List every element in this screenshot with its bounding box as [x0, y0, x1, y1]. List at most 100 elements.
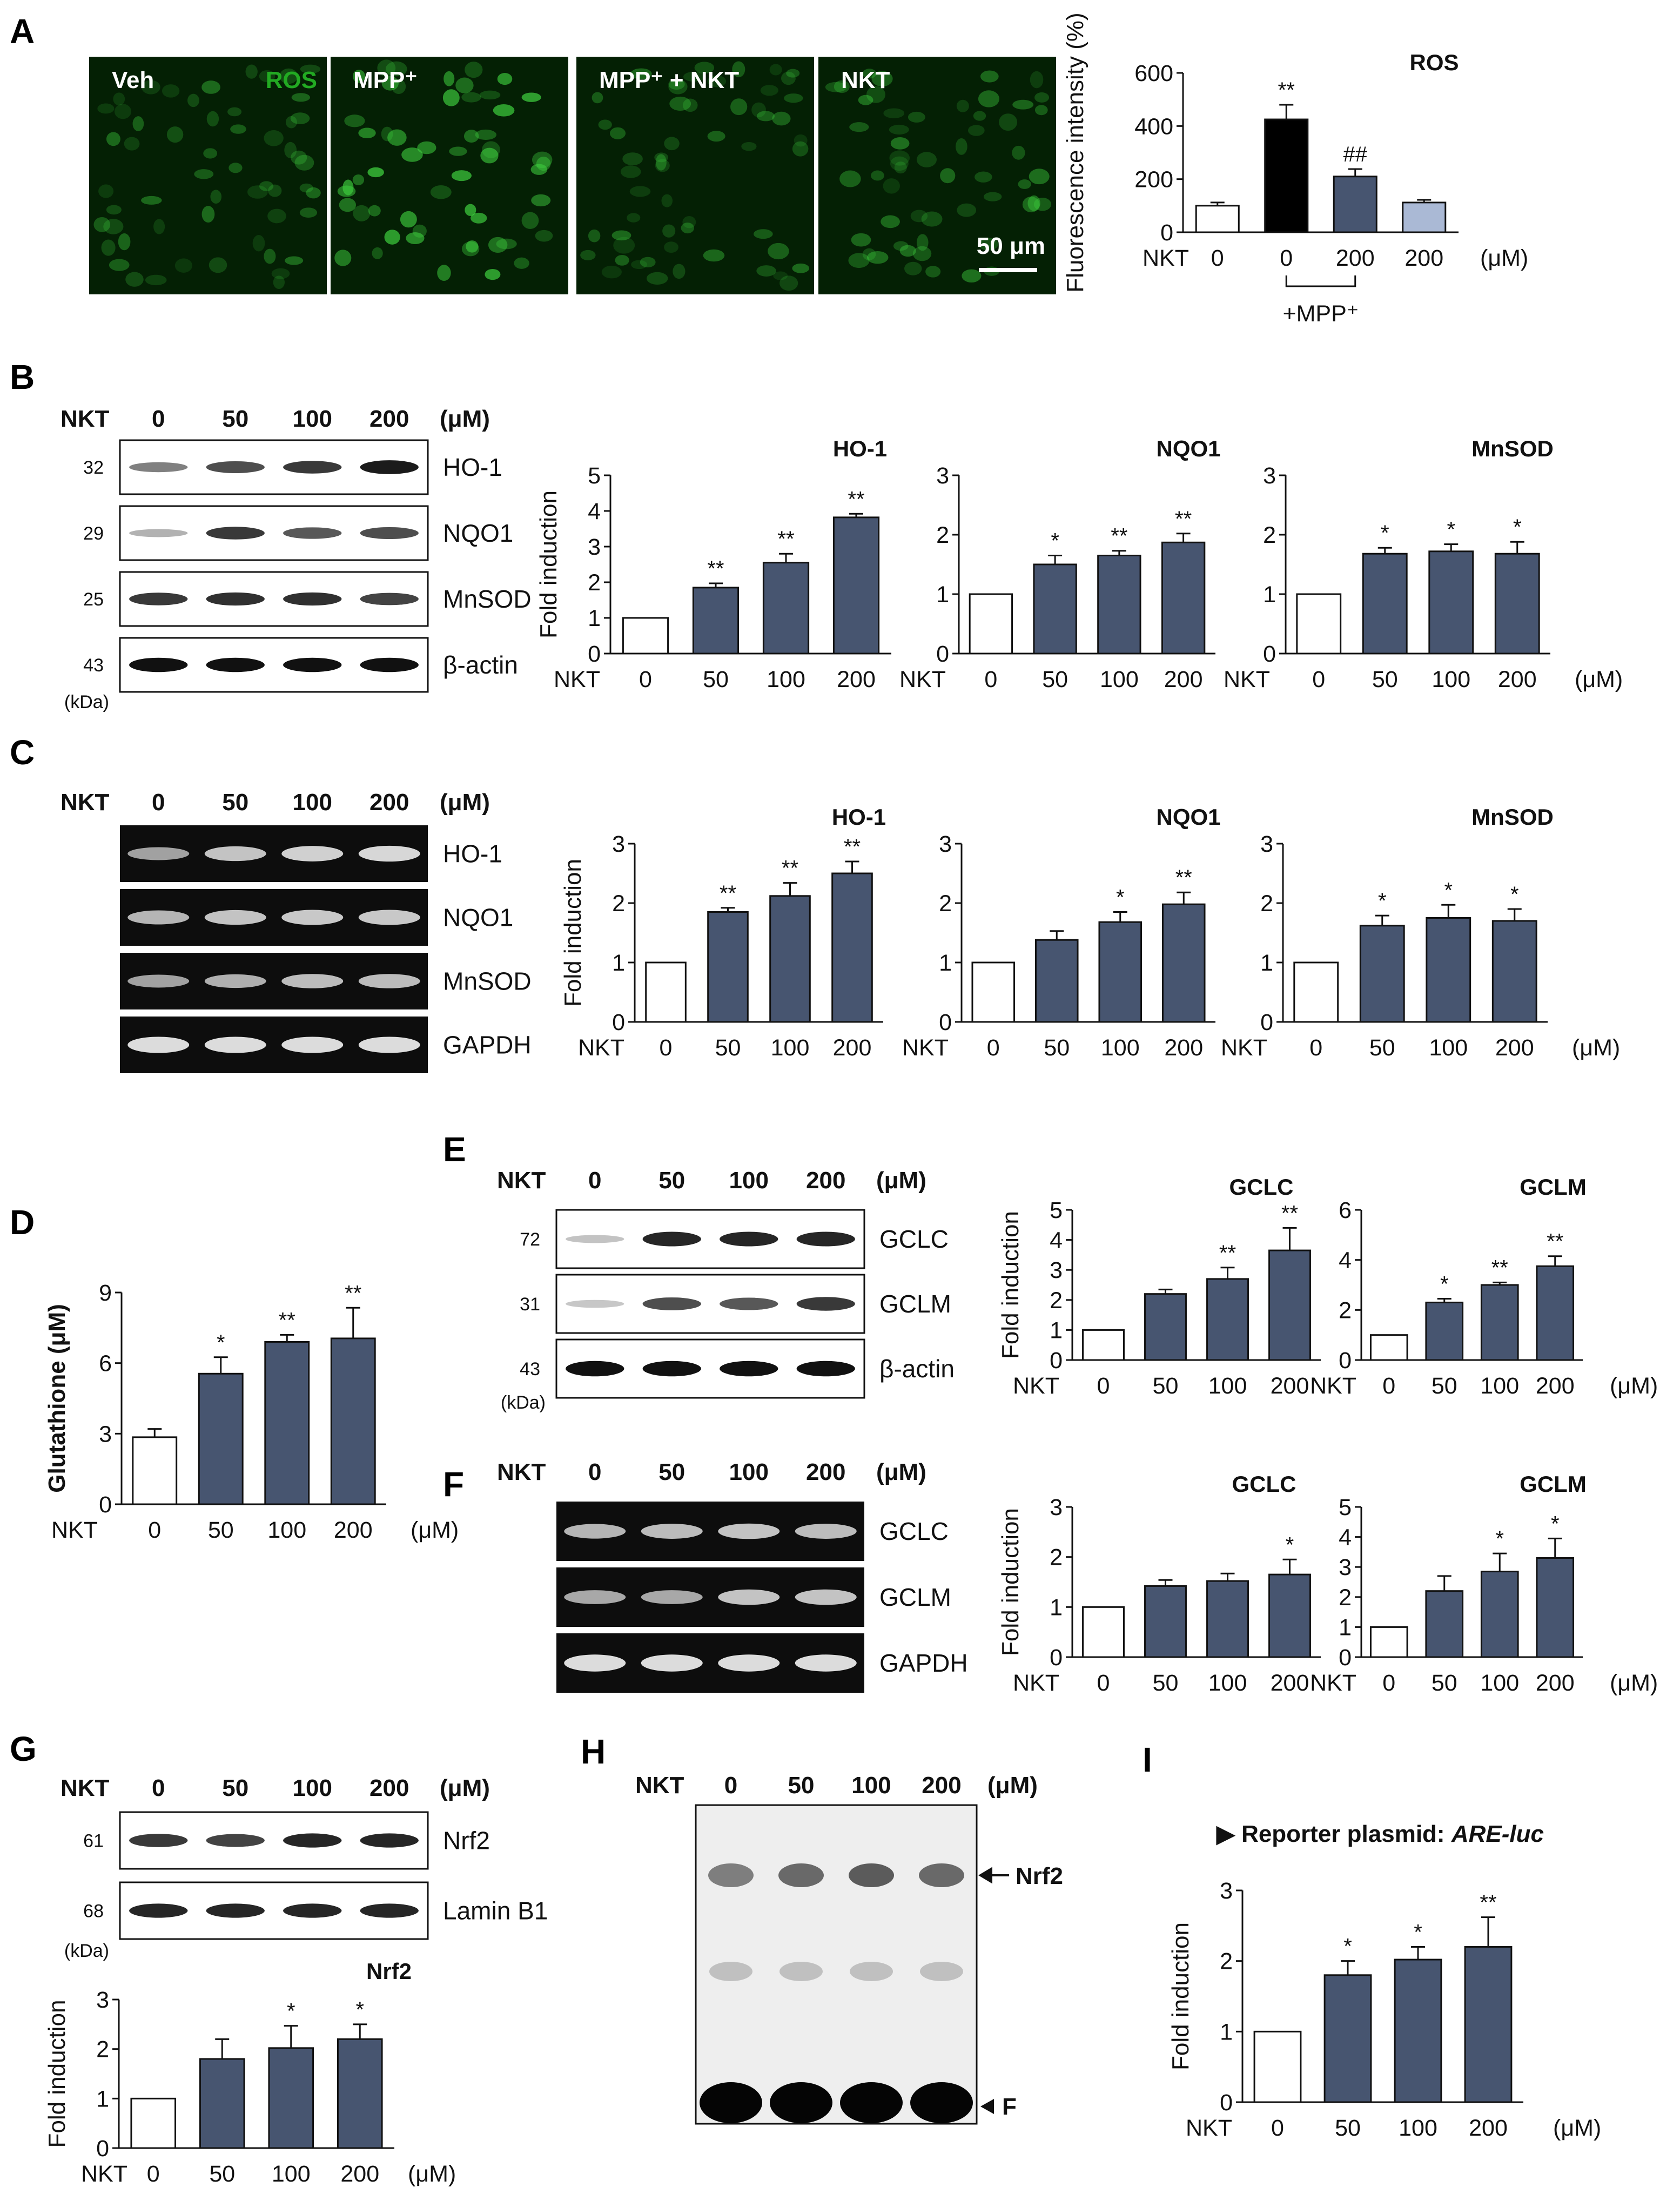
cell [530, 164, 548, 175]
bar [264, 1341, 310, 1505]
x-prefix-label: NKT [554, 667, 600, 692]
cell [669, 96, 691, 111]
cell [101, 239, 116, 256]
x-tick-label: 200 [1498, 667, 1537, 692]
bar [1480, 1284, 1519, 1361]
cell [141, 196, 162, 205]
bar [707, 911, 749, 1023]
x-tick-label: 0 [1312, 667, 1325, 692]
cell [655, 154, 667, 171]
band [718, 1523, 780, 1539]
y-tick-label: 9 [99, 1280, 112, 1306]
cell [367, 167, 384, 178]
cell [475, 129, 497, 140]
cell [889, 150, 910, 166]
cell [654, 152, 669, 163]
row-label: MnSOD [443, 585, 532, 613]
cell [631, 260, 648, 270]
y-tick-label: 2 [588, 570, 601, 596]
band [641, 1654, 703, 1672]
cell [206, 111, 219, 127]
cell [866, 251, 889, 264]
lane-label: 50 [788, 1772, 815, 1799]
cell [786, 69, 800, 78]
kda-marker: 29 [83, 523, 104, 544]
y-tick-label: 0 [1339, 1645, 1352, 1671]
bar [1323, 1974, 1372, 2103]
cell [230, 124, 246, 134]
x-unit-label: (μM) [1480, 245, 1528, 271]
image-label: NKT [841, 67, 890, 93]
y-tick-label: 0 [612, 1009, 625, 1035]
panel-letter-e: E [443, 1130, 466, 1169]
significance-mark: * [1551, 1512, 1560, 1536]
blot-header-label: NKT [61, 1775, 110, 1801]
x-tick-label: 200 [1536, 1373, 1575, 1399]
cell [741, 142, 757, 151]
cell [592, 92, 603, 104]
panel-e-chart-gclm: 0 2 4 6 0 * 50 ** 100 ** 200 NKT (μM) GCLM [1310, 1174, 1658, 1399]
y-tick-label: 4 [1050, 1228, 1063, 1254]
y-tick-label: 1 [1220, 2019, 1233, 2045]
band [795, 1524, 857, 1539]
cell [849, 122, 869, 132]
x-unit-label: (μM) [408, 2161, 456, 2187]
panel-letter-c: C [10, 733, 35, 772]
cell [769, 64, 782, 76]
bar [337, 2038, 383, 2149]
cell [103, 219, 124, 234]
blot-header-label: NKT [497, 1167, 546, 1194]
y-tick-label: 4 [1339, 1525, 1352, 1551]
cell [1034, 105, 1048, 116]
bar [1491, 920, 1537, 1023]
band [281, 974, 344, 988]
cell [271, 268, 290, 279]
cell [662, 224, 676, 238]
cell [299, 207, 318, 218]
panel-c-chart-ho1: 0 1 2 3 0 ** 50 ** 100 ** 200 NKT HO-1 Fold induction [560, 804, 886, 1061]
bar [1082, 1606, 1125, 1658]
y-tick-label: 5 [1050, 1197, 1063, 1223]
panel-c-chart-nqo1: 0 1 2 3 0 50 * 100 ** 200 NKT NQO1 [902, 804, 1221, 1061]
cell [386, 61, 407, 77]
y-tick-label: 200 [1134, 167, 1173, 193]
x-tick-label: 0 [148, 1517, 161, 1543]
cell [1030, 71, 1044, 89]
reporter-plasmid-name: ARE-luc [1451, 1821, 1544, 1847]
bar [1402, 201, 1447, 233]
significance-mark: ** [345, 1281, 361, 1305]
cell [862, 69, 877, 79]
significance-mark: * [1510, 883, 1519, 906]
free-probe-band [840, 2082, 903, 2123]
cell [925, 266, 941, 278]
significance-mark: ** [782, 857, 798, 880]
y-axis-label: Fold induction [997, 1211, 1024, 1359]
cell [866, 86, 885, 103]
y-tick-label: 0 [936, 641, 949, 667]
cell [622, 152, 643, 166]
nonspecific-band [709, 1962, 752, 1981]
y-tick-label: 2 [1050, 1288, 1063, 1314]
cell [342, 179, 354, 196]
kda-marker: 25 [83, 589, 104, 610]
band [360, 657, 419, 672]
x-tick-label: 200 [1405, 245, 1443, 271]
x-tick-label: 50 [1432, 1373, 1457, 1399]
cell [391, 79, 406, 95]
cell [962, 269, 982, 283]
cell [773, 271, 788, 280]
x-tick-label: 200 [1536, 1670, 1575, 1696]
y-axis-label: Fold induction [535, 490, 562, 638]
cell [664, 241, 678, 253]
cell [921, 211, 943, 227]
y-tick-label: 0 [1220, 2090, 1233, 2116]
cell [153, 219, 165, 234]
y-tick-label: 3 [588, 534, 601, 560]
bar [1264, 118, 1309, 233]
image-channel-label: ROS [266, 67, 317, 93]
cell [114, 104, 131, 119]
cell [485, 268, 501, 280]
band [283, 592, 342, 606]
panel-h-emsa: NKT 0 50 100 200 (μM) Nrf2 F [635, 1772, 1063, 2125]
